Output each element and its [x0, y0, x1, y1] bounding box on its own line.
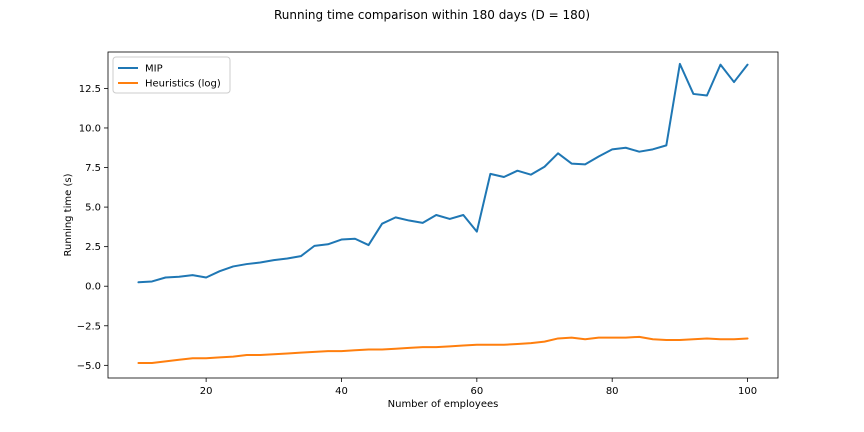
legend-label-heuristics: Heuristics (log)	[145, 79, 221, 90]
chart-title: Running time comparison within 180 days …	[274, 8, 590, 22]
y-tick-label: 10.0	[79, 123, 101, 134]
x-tick-label: 80	[606, 386, 619, 397]
y-axis-ticks: −5.0 −2.5 0.0 2.5 5.0 7.5 10.0 12.5	[77, 84, 108, 372]
x-tick-label: 20	[200, 386, 213, 397]
legend-box	[112, 56, 231, 94]
series-line-mip	[137, 62, 749, 284]
y-tick-label: 7.5	[85, 163, 101, 174]
y-tick-label: 2.5	[85, 242, 101, 253]
legend: MIP Heuristics (log)	[112, 56, 231, 94]
y-tick-label: 12.5	[79, 84, 101, 95]
y-tick-label: 5.0	[85, 203, 101, 214]
y-tick-label: 0.0	[85, 282, 101, 293]
y-tick-label: −2.5	[77, 321, 101, 332]
plot-area	[137, 62, 749, 364]
series-line-heuristics	[137, 335, 749, 364]
x-tick-label: 60	[470, 386, 483, 397]
x-tick-label: 100	[738, 386, 757, 397]
legend-label-mip: MIP	[145, 64, 163, 75]
x-tick-label: 40	[335, 386, 348, 397]
x-axis-ticks: 20 40 60 80 100	[200, 378, 757, 397]
x-axis-label: Number of employees	[388, 399, 499, 410]
y-tick-label: −5.0	[77, 361, 101, 372]
axes-frame	[107, 51, 779, 379]
y-axis-label: Running time (s)	[63, 173, 74, 256]
